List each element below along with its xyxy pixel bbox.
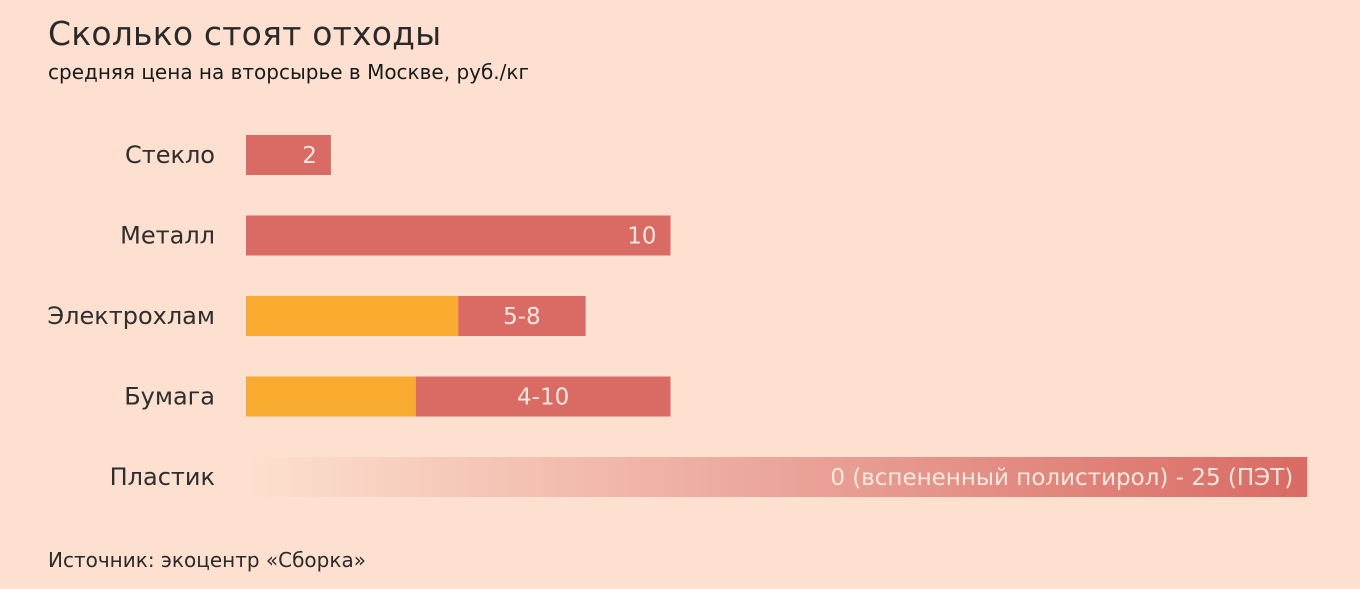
data-label-cat-2: 5-8 (503, 304, 541, 330)
data-label-cat-4: 0 (вспененный полистирол) - 25 (ПЭТ) (830, 465, 1293, 491)
category-label-cat-4: Пластик (110, 463, 215, 491)
data-label-cat-3: 4-10 (517, 385, 569, 411)
category-labels: Стекло Металл Электрохлам Бумага Пластик (47, 141, 215, 491)
bars (246, 135, 1308, 497)
bar-value-labels: 2 10 5-8 4-10 0 (вспененный полистирол) - 25… (302, 143, 1293, 491)
chart-title: Сколько стоят отходы (48, 14, 442, 53)
bar-range-cat-3 (415, 376, 671, 417)
category-label-cat-3: Бумага (124, 383, 215, 411)
bar-range-cat-4 (246, 457, 1308, 497)
source-note: Источник: экоцентр «Сборка» (48, 548, 366, 572)
category-label-cat-2: Электрохлам (47, 302, 215, 330)
category-label-cat-1: Металл (120, 222, 215, 250)
bar-range-cat-2 (458, 296, 586, 336)
category-label-cat-0: Стекло (125, 141, 215, 169)
bar-min-cat-2 (246, 296, 459, 336)
bar-cat-1 (246, 215, 671, 256)
data-label-cat-0: 2 (302, 143, 317, 169)
data-label-cat-1: 10 (627, 224, 656, 250)
chart-subtitle: средняя цена на вторсырье в Москве, руб.… (48, 60, 529, 84)
bar-cat-0 (246, 135, 331, 175)
bar-min-cat-3 (246, 376, 416, 417)
